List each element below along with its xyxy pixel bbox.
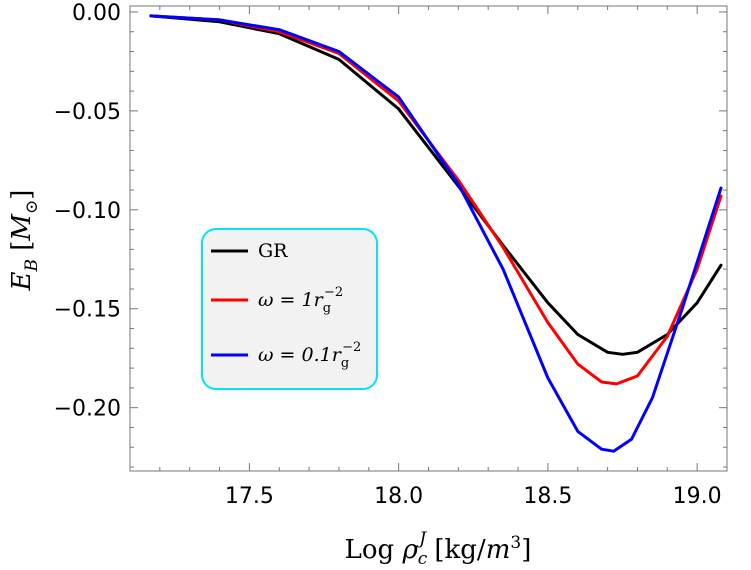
series-line [149, 14, 723, 356]
x-tick-label: 18.5 [523, 484, 572, 509]
legend [201, 228, 378, 390]
x-tick-label: 18.0 [374, 484, 423, 509]
y-tick-label: −0.05 [54, 100, 121, 125]
axis-ticks [129, 6, 728, 471]
y-tick-labels: 0.00 −0.05 −0.10 −0.15 −0.20 [54, 1, 121, 422]
y-tick-label: −0.15 [54, 298, 121, 323]
x-tick-label: 19.0 [673, 484, 722, 509]
y-tick-label: −0.10 [54, 199, 121, 224]
series-lines [149, 14, 723, 453]
legend-box [201, 228, 378, 390]
x-axis-label: Log ρcJ [kg/m3] [345, 529, 532, 569]
legend-entries: GR ω = 1rg−2 ω = 0.1rg−2 [211, 240, 361, 371]
series-line [149, 14, 723, 386]
legend-label: ω = 0.1rg−2 [258, 340, 361, 371]
x-tick-label: 17.5 [225, 484, 274, 509]
legend-label: ω = 1rg−2 [258, 285, 343, 316]
x-tick-labels: 17.5 18.0 18.5 19.0 [225, 484, 722, 509]
x-axis-title: Log ρcJ [kg/m3] [345, 529, 532, 569]
y-tick-label: −0.20 [54, 397, 121, 422]
legend-label: GR [258, 240, 288, 262]
y-axis-title: EB [M⊙] [7, 190, 42, 292]
series-line [149, 14, 723, 453]
y-axis-label: EB [M⊙] [7, 190, 42, 292]
y-tick-label: 0.00 [72, 1, 121, 26]
